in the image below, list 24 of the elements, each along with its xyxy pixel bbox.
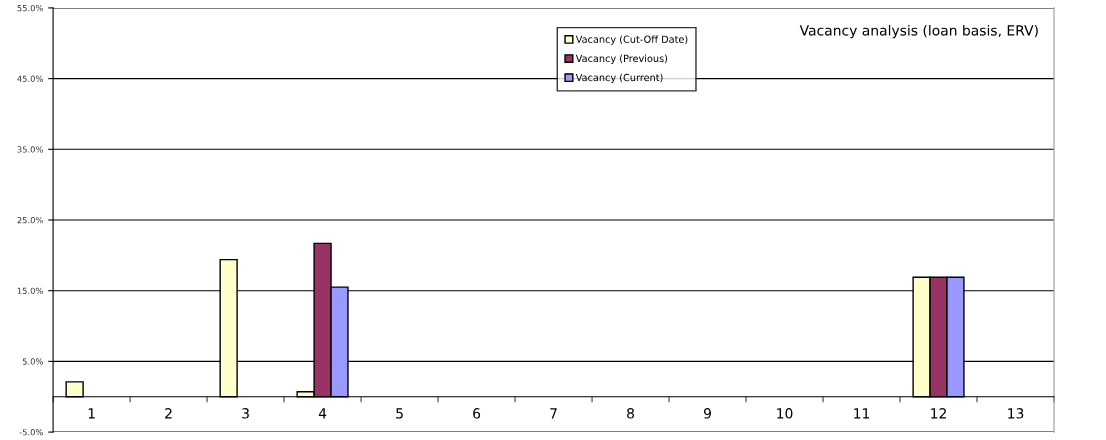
x-tick-label: 8 — [627, 408, 635, 419]
x-tick-label: 6 — [473, 408, 481, 419]
text: Vacancy analysis (loan basis, ERV) — [799, 24, 1038, 39]
y-tick-label: 15.0% — [17, 287, 43, 294]
x-tick-label: 13 — [1008, 408, 1024, 419]
legend-label: Vacancy (Current) — [575, 73, 663, 84]
x-tick-label: 7 — [550, 408, 557, 419]
y-tick-label: 45.0% — [17, 75, 43, 82]
x-tick-label: 9 — [704, 408, 711, 419]
x-tick-label: 3 — [242, 408, 249, 419]
y-tick-label: 35.0% — [17, 146, 43, 153]
legend-label: Vacancy (Cut-Off Date) — [575, 35, 688, 45]
x-tick-label: 2 — [165, 408, 172, 419]
y-tick-label: 5.0% — [22, 358, 43, 365]
y-tick-label: -5.0% — [19, 429, 43, 436]
y-tick-label: 25.0% — [17, 216, 43, 224]
x-tick-label: 12 — [931, 408, 946, 419]
x-tick-label: 10 — [777, 408, 793, 419]
x-tick-label: 5 — [396, 408, 403, 419]
y-tick-label: 55.0% — [17, 4, 43, 12]
x-tick-label: 11 — [854, 408, 870, 419]
x-tick-label: 1 — [88, 408, 95, 419]
legend-label: Vacancy (Previous) — [575, 54, 668, 64]
x-tick-label: 4 — [318, 408, 327, 419]
